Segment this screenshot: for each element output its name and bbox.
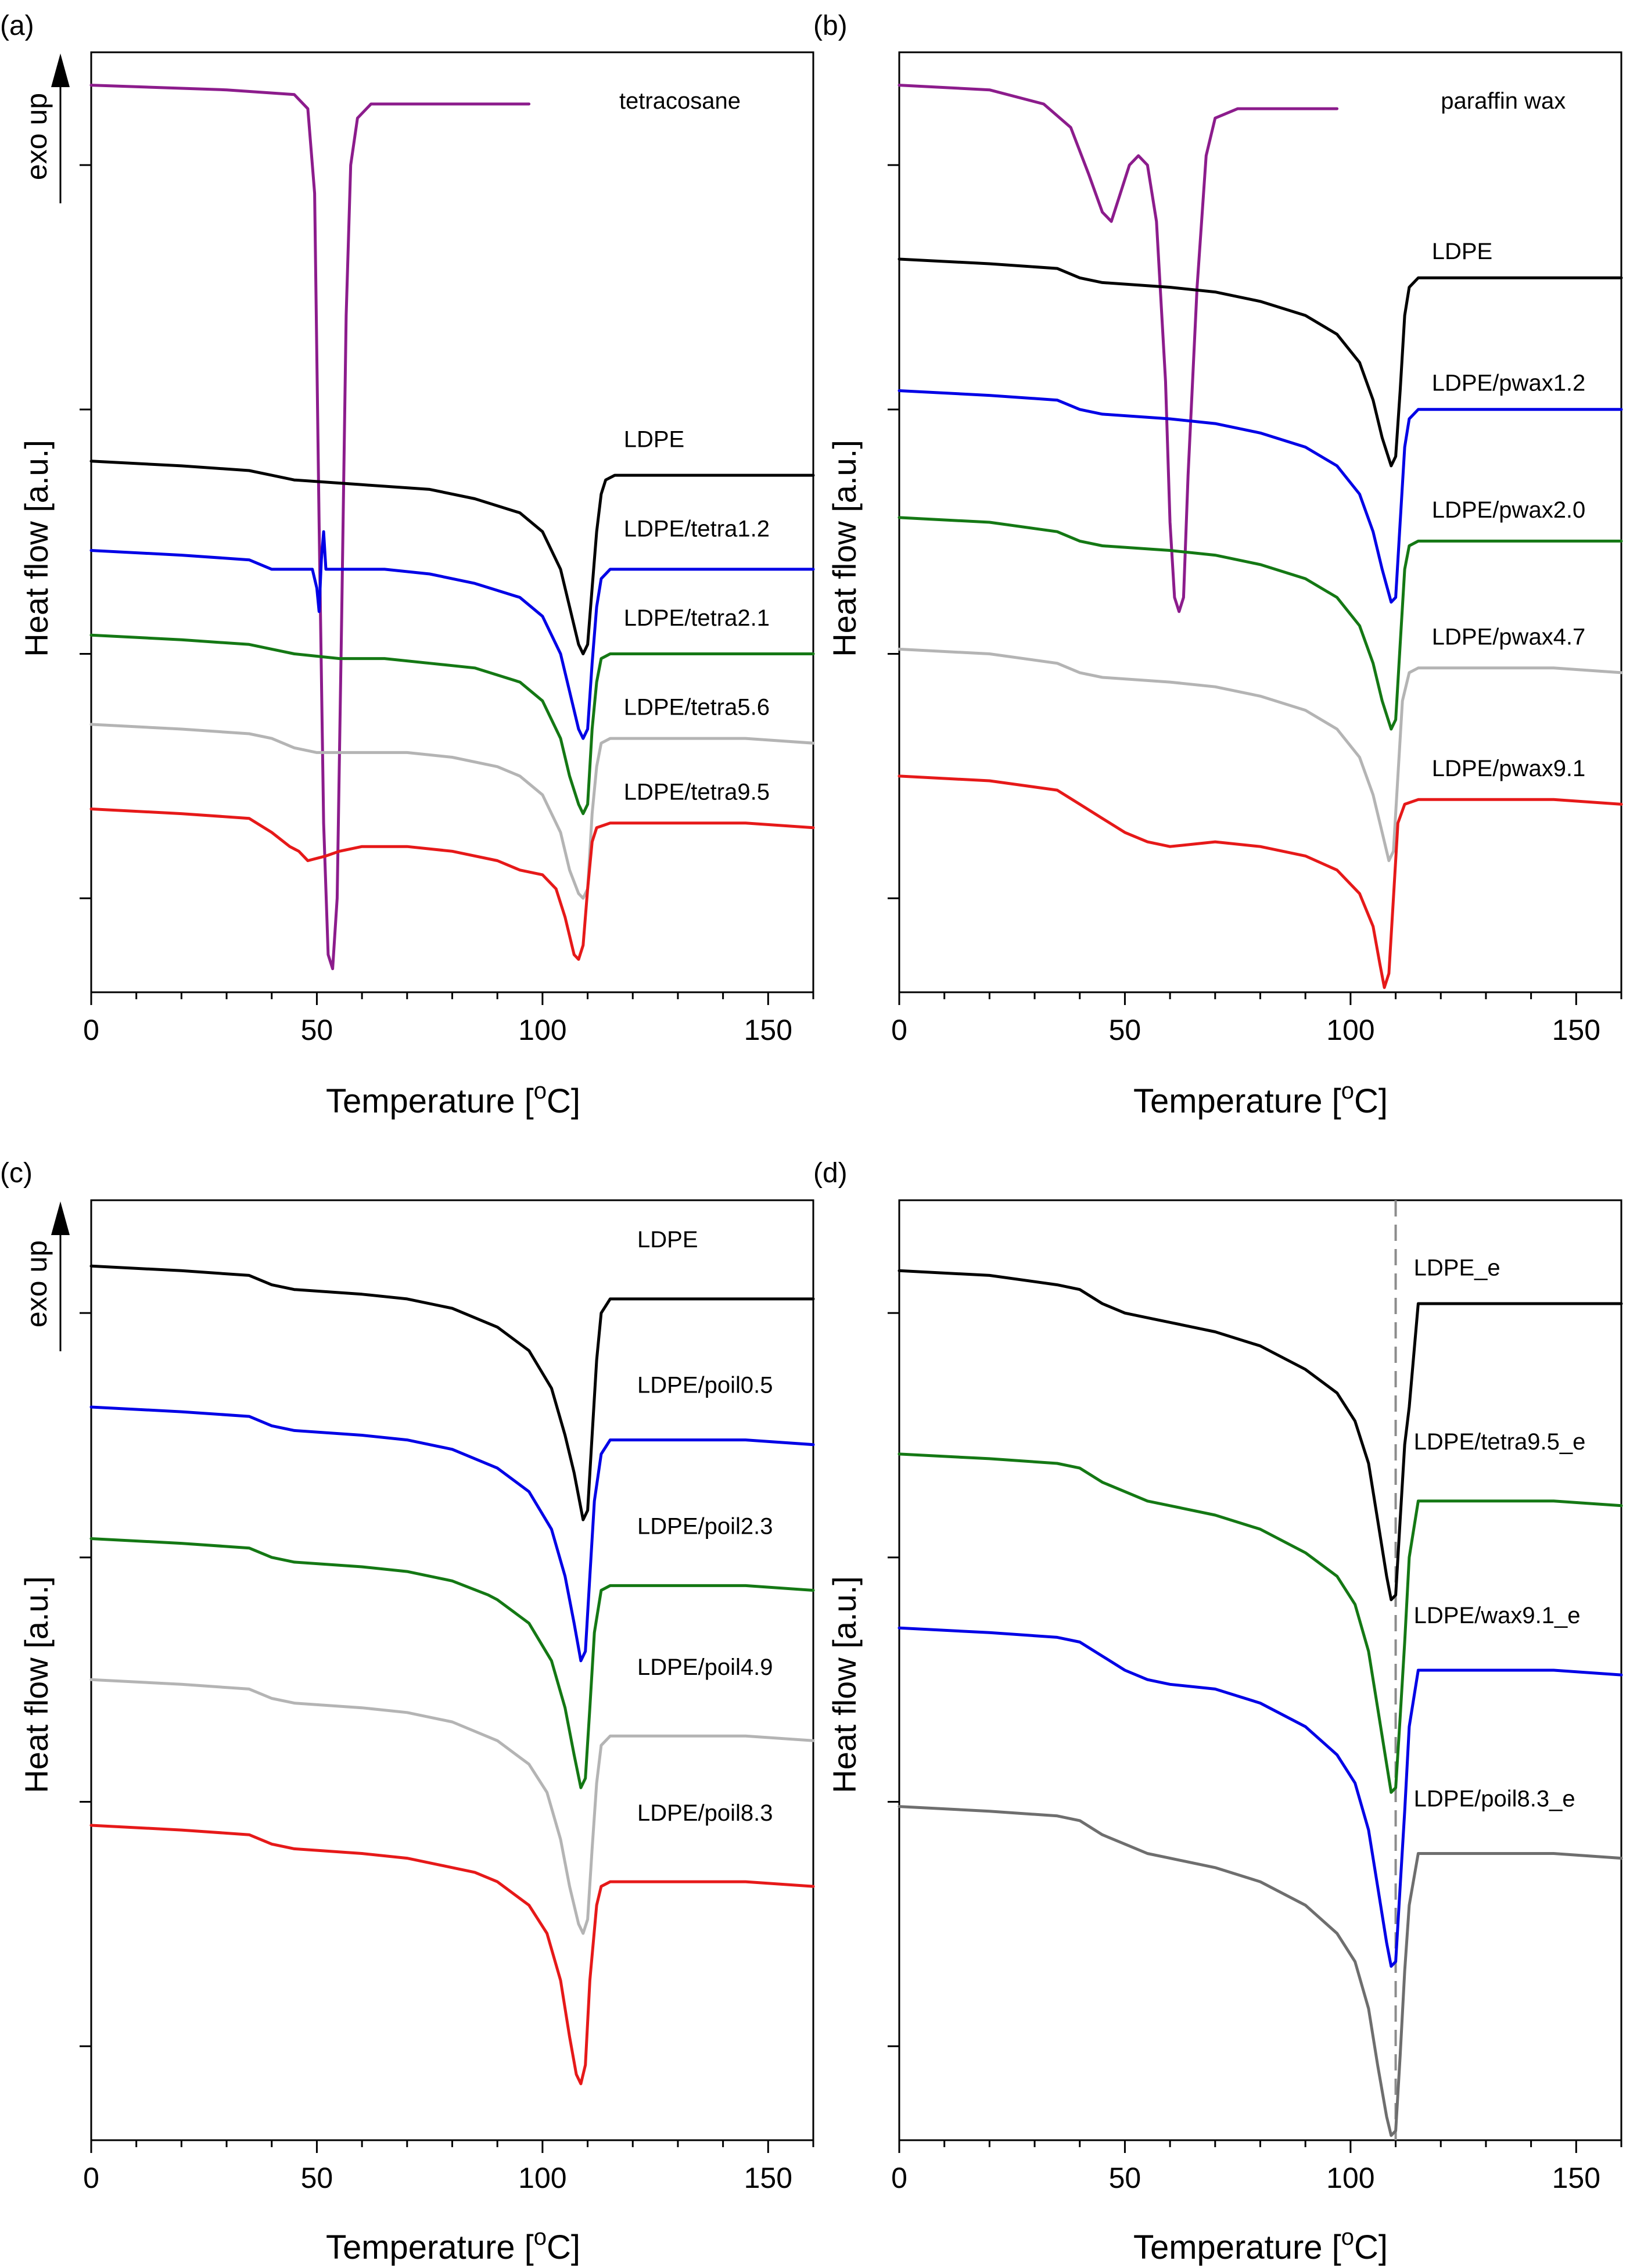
series-labels-a: tetracosane LDPE LDPE/tetra1.2 LDPE/tetra2.…: [619, 88, 770, 805]
series-label: LDPE: [637, 1227, 698, 1253]
y-ticks-b: [888, 164, 899, 899]
x-tick-label: 0: [83, 2162, 99, 2194]
x-tick-label: 0: [891, 1014, 907, 1046]
series-label: LDPE/poil4.9: [637, 1655, 773, 1680]
y-axis-label-d: Heat flow [a.u.]: [826, 1576, 863, 1793]
x-ticks-b: 0 50 100 150: [891, 992, 1622, 1046]
y-axis-label-a: Heat flow [a.u.]: [18, 440, 55, 657]
exo-up-label-a: exo up: [20, 93, 53, 180]
series-line: [898, 1626, 1623, 1968]
series-label: LDPE/tetra2.1: [624, 605, 770, 631]
x-tick-label: 50: [1109, 1014, 1141, 1046]
series-line: [89, 723, 815, 900]
series-line: [898, 1269, 1623, 1602]
series-label: LDPE/poil2.3: [637, 1513, 773, 1539]
series-label: tetracosane: [619, 88, 741, 114]
y-ticks-a: [80, 164, 91, 899]
series-label: LDPE/pwax2.0: [1432, 497, 1586, 523]
series-line: [89, 633, 815, 816]
panel-d: (d) 0 50 100 150 LDPE_e LDPE/tetra9.5_e LDPE/…: [813, 1158, 1623, 2266]
x-tick-label: 50: [1109, 2162, 1141, 2194]
series-line: [89, 530, 815, 740]
x-ticks-a: 0 50 100 150: [83, 992, 814, 1046]
series-label: LDPE_e: [1414, 1255, 1500, 1280]
x-axis-label-b: Temperature [oC]: [1133, 1078, 1388, 1120]
x-tick-label: 0: [891, 2162, 907, 2194]
series-label: LDPE/poil0.5: [637, 1373, 773, 1398]
series-line: [898, 84, 1339, 613]
x-ticks-d: 0 50 100 150: [891, 2140, 1622, 2194]
series-line: [898, 257, 1623, 468]
y-axis-label-b: Heat flow [a.u.]: [826, 440, 863, 657]
exo-up-indicator-a: exo up: [20, 53, 70, 203]
series-line: [898, 647, 1623, 862]
series-line: [89, 1678, 815, 1935]
curves-c: [89, 1264, 815, 2086]
series-label: LDPE/pwax4.7: [1432, 624, 1586, 649]
x-axis-label-c: Temperature [oC]: [326, 2224, 580, 2266]
x-tick-label: 100: [518, 2162, 566, 2194]
x-axis-label-d: Temperature [oC]: [1133, 2224, 1388, 2266]
y-axis-label-c: Heat flow [a.u.]: [18, 1576, 55, 1793]
x-tick-label: 150: [1552, 1014, 1600, 1046]
curves-a: [89, 84, 815, 970]
x-tick-label: 150: [1552, 2162, 1600, 2194]
series-labels-d: LDPE_e LDPE/tetra9.5_e LDPE/wax9.1_e LDPE/p…: [1414, 1255, 1586, 1811]
x-tick-label: 100: [1326, 2162, 1374, 2194]
exo-up-indicator-c: exo up: [20, 1201, 70, 1351]
x-tick-label: 0: [83, 1014, 99, 1046]
series-label: LDPE: [624, 427, 685, 453]
series-line: [898, 774, 1623, 989]
y-ticks-c: [80, 1312, 91, 2047]
x-tick-label: 50: [301, 1014, 333, 1046]
panel-label-a: (a): [0, 10, 34, 41]
panel-b: (b) 0 50 100 150 paraffin wax LDPE LDPE/pwax1…: [813, 10, 1623, 1120]
series-line: [89, 1264, 815, 1521]
series-labels-b: paraffin wax LDPE LDPE/pwax1.2 LDPE/pwax2.0…: [1432, 88, 1586, 781]
series-label: LDPE/tetra9.5: [624, 779, 770, 805]
x-tick-label: 100: [518, 1014, 566, 1046]
series-label: LDPE/poil8.3: [637, 1800, 773, 1826]
series-line: [89, 1824, 815, 2086]
series-label: LDPE/tetra5.6: [624, 695, 770, 720]
series-label: LDPE/wax9.1_e: [1414, 1603, 1581, 1628]
series-line: [898, 389, 1623, 604]
series-line: [89, 1405, 815, 1663]
series-label: LDPE/pwax9.1: [1432, 756, 1586, 781]
series-line: [89, 460, 815, 655]
x-tick-label: 50: [301, 2162, 333, 2194]
series-line: [89, 808, 815, 961]
series-label: LDPE/pwax1.2: [1432, 370, 1586, 396]
x-tick-label: 150: [744, 2162, 792, 2194]
panel-label-c: (c): [0, 1158, 33, 1189]
series-line: [89, 1537, 815, 1789]
series-line: [898, 1452, 1623, 1794]
x-ticks-c: 0 50 100 150: [83, 2140, 814, 2194]
series-label: LDPE/tetra9.5_e: [1414, 1429, 1586, 1455]
panel-a: (a) 0 50 100 150 tetracosane LDPE LDPE/tetra1…: [0, 10, 815, 1120]
series-labels-c: LDPE LDPE/poil0.5 LDPE/poil2.3 LDPE/poil4.9…: [637, 1227, 773, 1826]
panel-label-b: (b): [813, 10, 848, 41]
series-line: [898, 1805, 1623, 2137]
exo-up-label-c: exo up: [20, 1240, 53, 1327]
series-label: LDPE: [1432, 239, 1493, 264]
y-ticks-d: [888, 1312, 899, 2047]
series-label: paraffin wax: [1441, 88, 1566, 114]
x-tick-label: 150: [744, 1014, 792, 1046]
series-label: LDPE/poil8.3_e: [1414, 1786, 1575, 1812]
curves-b: [898, 84, 1623, 989]
series-label: LDPE/tetra1.2: [624, 516, 770, 541]
panel-label-d: (d): [813, 1158, 848, 1189]
x-axis-label-a: Temperature [oC]: [326, 1078, 580, 1120]
panel-c: (c) 0 50 100 150 LDPE LDPE/poil0.5 LDPE/poil2…: [0, 1158, 815, 2266]
curves-d: [898, 1269, 1623, 2137]
series-line: [898, 516, 1623, 731]
series-line: [89, 84, 531, 970]
x-tick-label: 100: [1326, 1014, 1374, 1046]
